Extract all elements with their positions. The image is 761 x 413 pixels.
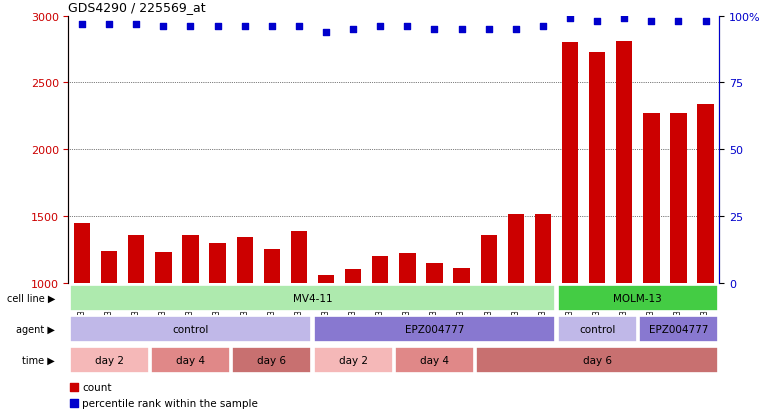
Bar: [643, 114, 660, 283]
Text: day 2: day 2: [339, 355, 368, 366]
Text: day 2: day 2: [94, 355, 123, 366]
Point: [374, 24, 387, 31]
Point: [347, 26, 359, 33]
Bar: [237, 237, 253, 283]
Text: EPZ004777: EPZ004777: [405, 324, 464, 335]
Point: [239, 24, 251, 31]
Point: [428, 26, 441, 33]
Point: [510, 26, 522, 33]
Bar: [128, 235, 145, 283]
Text: cell line ▶: cell line ▶: [7, 293, 55, 304]
Point: [103, 21, 115, 28]
Text: count: count: [82, 382, 112, 392]
Text: MV4-11: MV4-11: [293, 293, 333, 304]
Text: MOLM-13: MOLM-13: [613, 293, 662, 304]
Text: EPZ004777: EPZ004777: [649, 324, 708, 335]
Point: [456, 26, 468, 33]
Point: [618, 16, 630, 22]
Point: [591, 19, 603, 25]
Text: day 6: day 6: [257, 355, 286, 366]
Bar: [535, 215, 551, 283]
Bar: [69, 285, 556, 311]
Bar: [318, 275, 334, 283]
Point: [699, 19, 712, 25]
Point: [645, 19, 658, 25]
Bar: [155, 252, 171, 283]
Bar: [454, 268, 470, 283]
Bar: [74, 223, 90, 283]
Bar: [476, 347, 718, 373]
Point: [340, 339, 352, 345]
Bar: [69, 316, 311, 342]
Text: agent ▶: agent ▶: [16, 324, 55, 335]
Text: day 4: day 4: [176, 355, 205, 366]
Point: [266, 24, 278, 31]
Bar: [101, 251, 117, 283]
Bar: [209, 243, 226, 283]
Bar: [372, 256, 388, 283]
Point: [320, 29, 332, 36]
Bar: [264, 249, 280, 283]
Text: percentile rank within the sample: percentile rank within the sample: [82, 398, 258, 408]
Point: [212, 24, 224, 31]
Bar: [616, 42, 632, 283]
Bar: [508, 215, 524, 283]
Bar: [183, 235, 199, 283]
Point: [158, 24, 170, 31]
Text: GDS4290 / 225569_at: GDS4290 / 225569_at: [68, 1, 206, 14]
Bar: [151, 347, 230, 373]
Text: day 4: day 4: [420, 355, 449, 366]
Text: day 6: day 6: [583, 355, 612, 366]
Text: control: control: [579, 324, 616, 335]
Point: [537, 24, 549, 31]
Bar: [291, 231, 307, 283]
Point: [184, 24, 196, 31]
Point: [482, 26, 495, 33]
Point: [130, 21, 142, 28]
Point: [293, 24, 305, 31]
Bar: [69, 347, 148, 373]
Bar: [395, 347, 474, 373]
Point: [401, 24, 413, 31]
Bar: [345, 270, 361, 283]
Point: [340, 194, 352, 201]
Bar: [426, 263, 443, 283]
Bar: [558, 285, 718, 311]
Bar: [697, 104, 714, 283]
Bar: [639, 316, 718, 342]
Text: time ▶: time ▶: [22, 355, 55, 366]
Point: [564, 16, 576, 22]
Bar: [232, 347, 311, 373]
Text: control: control: [172, 324, 209, 335]
Bar: [589, 52, 605, 283]
Bar: [314, 316, 556, 342]
Bar: [562, 43, 578, 283]
Point: [673, 19, 685, 25]
Bar: [670, 114, 686, 283]
Bar: [481, 235, 497, 283]
Bar: [400, 254, 416, 283]
Point: [76, 21, 88, 28]
Bar: [314, 347, 393, 373]
Bar: [558, 316, 637, 342]
